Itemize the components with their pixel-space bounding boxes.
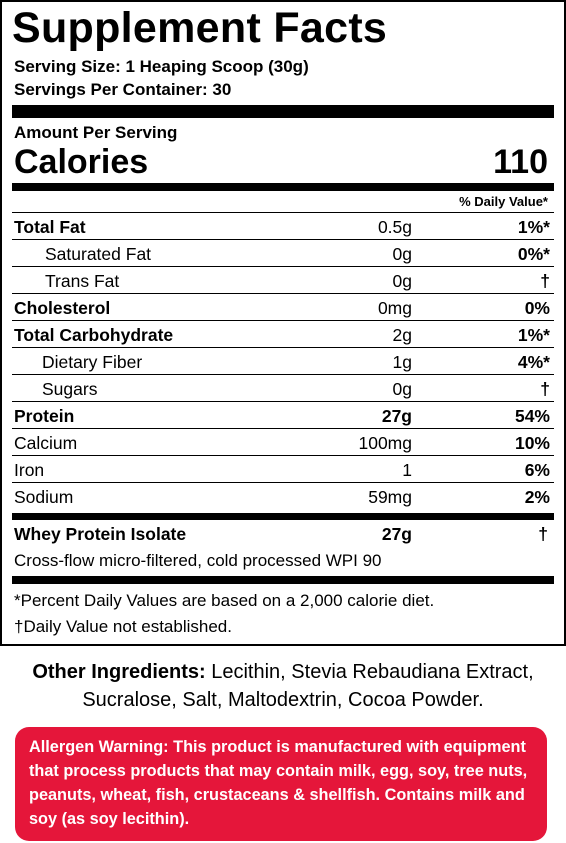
nutrient-row: Sugars 0g † [12, 375, 554, 402]
whey-protein-name: Whey Protein Isolate [14, 524, 187, 544]
calories-label: Calories [14, 143, 149, 181]
whey-protein-daily-value: † [538, 524, 548, 544]
medium-divider [12, 183, 554, 191]
nutrient-daily-value: 0% [524, 298, 550, 318]
footnote-percent: *Percent Daily Values are based on a 2,0… [14, 591, 435, 610]
nutrient-row: Iron 1 6% [12, 456, 554, 483]
nutrient-daily-value: 2% [524, 487, 550, 507]
nutrient-name: Protein [14, 406, 75, 426]
nutrient-daily-value: 1%* [517, 325, 550, 345]
serving-size: Serving Size: 1 Heaping Scoop (30g) [14, 57, 309, 76]
nutrient-name: Total Carbohydrate [14, 325, 174, 345]
other-ingredients-text: Lecithin, Stevia Rebaudiana Extract, Suc… [82, 661, 534, 711]
nutrient-amount: 59mg [368, 487, 412, 507]
nutrient-row: Calcium 100mg 10% [12, 429, 554, 456]
nutrient-name: Iron [14, 460, 45, 480]
nutrient-name: Calcium [14, 433, 78, 453]
servings-per-container: Servings Per Container: 30 [14, 80, 232, 99]
amount-per-serving: Amount Per Serving [14, 123, 178, 142]
nutrient-name: Trans Fat [45, 271, 120, 291]
row-divider [12, 239, 554, 240]
row-divider [12, 455, 554, 456]
row-divider [12, 347, 554, 348]
nutrient-daily-value: 0%* [517, 244, 550, 264]
nutrient-amount: 1g [392, 352, 412, 372]
nutrient-row: Cholesterol 0mg 0% [12, 294, 554, 321]
other-ingredients-label: Other Ingredients: [32, 661, 206, 683]
panel-title: Supplement Facts [12, 4, 388, 52]
nutrient-row: Total Carbohydrate 2g 1%* [12, 321, 554, 348]
row-divider [12, 374, 554, 375]
other-ingredients: Other Ingredients: Lecithin, Stevia Reba… [0, 658, 566, 714]
nutrient-daily-value: 1%* [517, 217, 550, 237]
row-divider [12, 212, 554, 213]
nutrient-row: Protein 27g 54% [12, 402, 554, 429]
nutrient-amount: 0g [392, 379, 412, 399]
medium-divider [12, 576, 554, 584]
nutrient-name: Cholesterol [14, 298, 111, 318]
nutrient-amount: 0g [392, 244, 412, 264]
whey-protein-description: Cross-flow micro-filtered, cold processe… [14, 551, 382, 570]
nutrient-name: Sugars [42, 379, 98, 399]
thick-divider [12, 105, 554, 118]
row-divider [12, 428, 554, 429]
nutrient-name: Total Fat [14, 217, 86, 237]
whey-protein-amount: 27g [381, 524, 412, 544]
row-divider [12, 401, 554, 402]
nutrient-amount: 0g [392, 271, 412, 291]
row-divider [12, 482, 554, 483]
nutrient-amount: 1 [402, 460, 412, 480]
row-divider [12, 266, 554, 267]
medium-divider [12, 513, 554, 520]
nutrient-daily-value: 54% [514, 406, 550, 426]
calories-value: 110 [493, 143, 548, 181]
allergen-warning-text: Allergen Warning: This product is manufa… [29, 738, 528, 828]
nutrient-daily-value: 6% [524, 460, 550, 480]
nutrient-daily-value: 4%* [517, 352, 550, 372]
nutrient-amount: 2g [392, 325, 412, 345]
daily-value-header: % Daily Value* [459, 194, 548, 209]
row-divider [12, 293, 554, 294]
footnote-dagger: †Daily Value not established. [14, 617, 232, 636]
nutrient-amount: 0.5g [377, 217, 412, 237]
nutrient-row: Dietary Fiber 1g 4%* [12, 348, 554, 375]
nutrient-name: Saturated Fat [45, 244, 152, 264]
nutrient-daily-value: 10% [514, 433, 550, 453]
nutrient-name: Dietary Fiber [42, 352, 143, 372]
nutrient-row: Trans Fat 0g † [12, 267, 554, 294]
nutrient-amount: 27g [381, 406, 412, 426]
allergen-warning-box: Allergen Warning: This product is manufa… [15, 727, 547, 841]
nutrient-row: Sodium 59mg 2% [12, 483, 554, 510]
row-divider [12, 320, 554, 321]
nutrient-daily-value: † [540, 379, 550, 399]
nutrient-amount: 100mg [358, 433, 412, 453]
nutrient-daily-value: † [540, 271, 550, 291]
nutrient-row: Total Fat 0.5g 1%* [12, 213, 554, 240]
supplement-facts-panel: Supplement Facts Serving Size: 1 Heaping… [0, 0, 566, 646]
nutrient-row: Saturated Fat 0g 0%* [12, 240, 554, 267]
nutrient-name: Sodium [14, 487, 74, 507]
nutrient-amount: 0mg [377, 298, 412, 318]
